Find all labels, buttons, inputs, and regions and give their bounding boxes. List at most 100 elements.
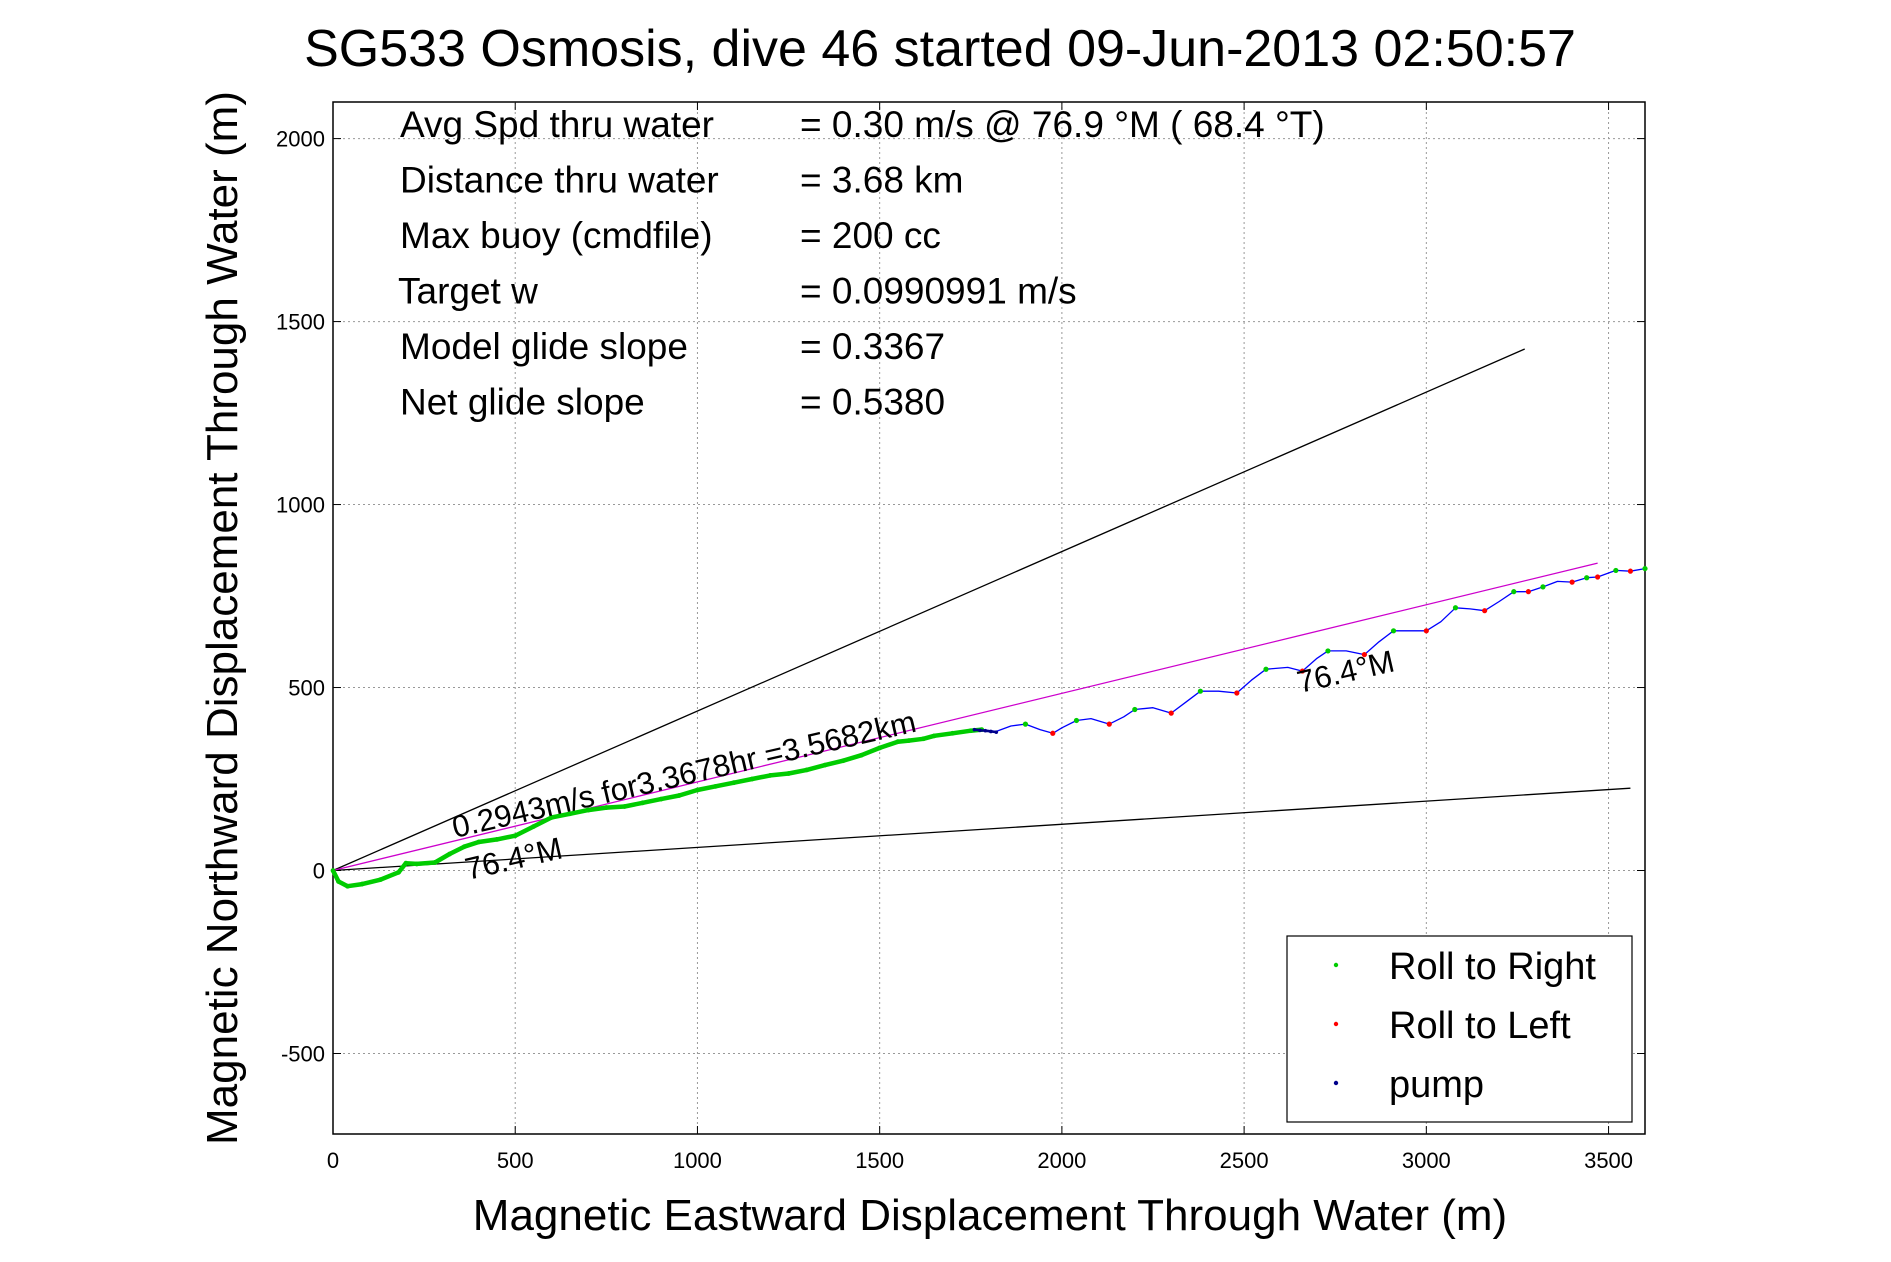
x-tick-label: 3500	[1584, 1148, 1633, 1173]
stat-label: Max buoy (cmdfile)	[400, 215, 713, 256]
track-marker	[1423, 628, 1429, 634]
data-point-0	[906, 738, 912, 743]
data-point-0	[567, 811, 573, 817]
data-point-0	[931, 733, 937, 739]
data-point-0	[804, 767, 810, 773]
legend-box	[1286, 935, 1633, 1123]
y-tick-label: 500	[288, 676, 325, 701]
data-point-0	[447, 851, 453, 857]
data-point-0	[859, 752, 864, 758]
stats-block: Avg Spd thru water = 0.30 m/s @ 76.9 °M (…	[398, 104, 1325, 423]
track-marker	[1584, 575, 1590, 581]
data-point-0	[512, 833, 518, 839]
data-point-0	[921, 736, 926, 742]
track-marker	[1022, 721, 1029, 727]
data-point-0	[377, 877, 383, 883]
data-point-0	[549, 815, 555, 820]
track-marker	[1132, 706, 1138, 713]
data-point-0	[950, 730, 955, 736]
stat-label: Net glide slope	[400, 382, 645, 423]
data-point-0	[877, 745, 883, 751]
x-tick-label: 1000	[673, 1148, 722, 1173]
data-point-2	[972, 727, 977, 732]
track-marker	[1197, 688, 1203, 694]
stat-label: Avg Spd thru water	[400, 104, 714, 145]
y-axis-label: Magnetic Northward Displacement Through …	[198, 91, 247, 1145]
chart-title: SG533 Osmosis, dive 46 started 09-Jun-20…	[304, 20, 1576, 78]
data-point-0	[786, 771, 791, 776]
y-tick-label: 0	[313, 859, 325, 884]
track-marker	[1642, 565, 1648, 572]
data-point-0	[895, 739, 901, 745]
track-marker	[1390, 628, 1397, 634]
y-tick-label: 2000	[276, 127, 325, 152]
data-point-0	[713, 783, 719, 789]
x-tick-label: 500	[497, 1148, 534, 1173]
track-marker	[1525, 589, 1531, 595]
data-point-0	[695, 787, 700, 793]
track-marker	[1073, 717, 1080, 724]
track-line	[981, 567, 1646, 734]
data-point-0	[658, 796, 664, 802]
data-point-0	[622, 804, 627, 809]
y-tick-label: 1000	[276, 493, 325, 518]
reference-line-1	[332, 787, 1631, 872]
stat-label: Distance thru water	[400, 160, 719, 201]
x-tick-label: 0	[327, 1148, 339, 1173]
data-point-0	[432, 860, 438, 865]
x-tick-label: 3000	[1402, 1148, 1451, 1173]
x-axis-label: Magnetic Eastward Displacement Through W…	[473, 1191, 1507, 1240]
data-point-2	[994, 730, 999, 734]
stat-value: = 0.0990991 m/s	[800, 271, 1077, 312]
track-marker	[1595, 574, 1601, 580]
legend-label: pump	[1389, 1064, 1484, 1106]
data-point-0	[767, 772, 773, 778]
data-point-0	[476, 839, 482, 845]
data-point-0	[749, 776, 755, 782]
data-point-2	[978, 728, 982, 733]
track-marker	[1569, 579, 1575, 585]
data-point-0	[731, 780, 737, 786]
data-point-0	[676, 793, 682, 798]
stat-value: = 3.68 km	[800, 160, 964, 201]
data-point-0	[603, 805, 609, 810]
legend-marker	[1333, 1021, 1339, 1027]
track-marker	[1613, 567, 1619, 574]
track-marker	[1263, 666, 1269, 672]
data-point-0	[585, 807, 591, 813]
track-marker	[1452, 605, 1459, 611]
stat-value: = 0.5380	[800, 382, 945, 423]
data-point-0	[640, 800, 646, 806]
stat-value: = 0.30 m/s @ 76.9 °M ( 68.4 °T)	[800, 104, 1325, 145]
data-point-0	[359, 881, 365, 887]
y-tick-label: 1500	[276, 310, 325, 335]
track-marker	[1627, 568, 1634, 574]
ticks: 0 500 1000 1500 2000 2500 3000 3500 -500 0 500 1000…	[276, 102, 1645, 1173]
stat-label: Model glide slope	[400, 326, 688, 367]
data-point-2	[989, 729, 993, 734]
data-point-0	[461, 844, 467, 850]
track-marker	[1482, 608, 1488, 614]
x-tick-label: 2500	[1220, 1148, 1269, 1173]
track-marker	[1361, 651, 1367, 658]
data-point-2	[983, 728, 988, 733]
track-marker	[1106, 721, 1112, 727]
data-point-0	[494, 837, 500, 842]
x-tick-label: 2000	[1037, 1148, 1086, 1173]
data-point-0	[403, 860, 409, 866]
track-marker	[1234, 690, 1240, 696]
track-marker	[1511, 589, 1517, 595]
track-marker	[1050, 730, 1056, 736]
series	[330, 565, 1648, 889]
legend: Roll to Right Roll to Left pump	[1286, 935, 1633, 1123]
data-point-0	[345, 883, 350, 889]
y-tick-label: -500	[281, 1041, 325, 1066]
data-point-0	[968, 728, 974, 734]
track-marker	[1540, 584, 1546, 590]
reference-line-0	[332, 348, 1525, 872]
legend-marker	[1333, 962, 1339, 968]
track-marker	[1299, 668, 1306, 674]
data-point-0	[330, 868, 336, 873]
stat-value: = 0.3367	[800, 326, 945, 367]
